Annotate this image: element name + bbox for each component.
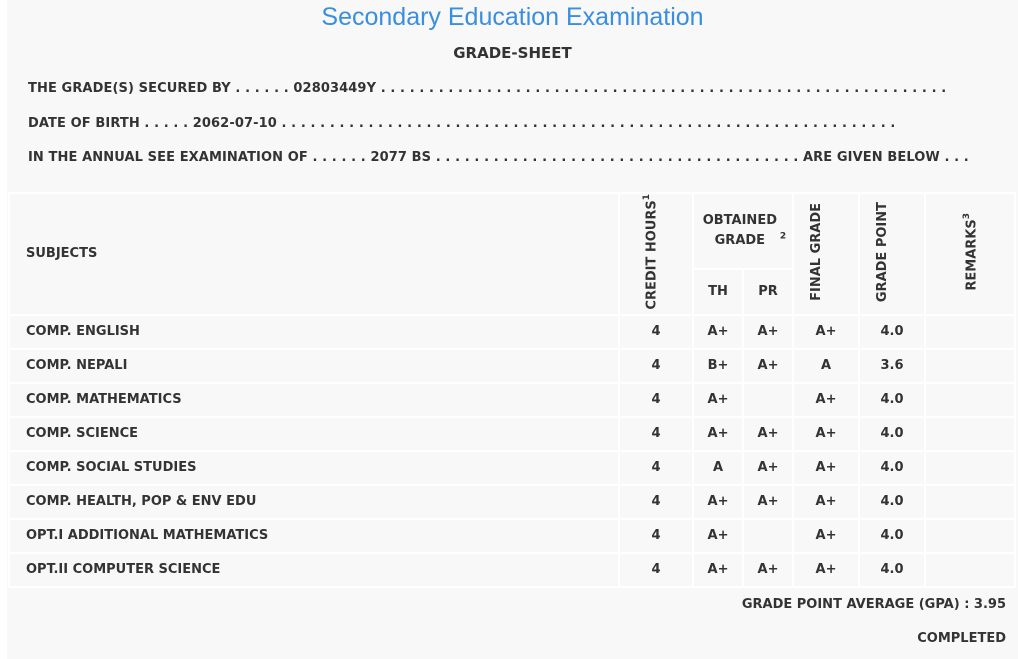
pr-grade-cell: A+ [742, 551, 794, 588]
subject-cell: COMP. MATHEMATICS [8, 381, 620, 418]
exam-line: IN THE ANNUAL SEE EXAMINATION OF . . . .… [28, 150, 969, 165]
grade-point-cell: 4.0 [858, 551, 926, 588]
grades-table: SUBJECTS CREDIT HOURS1 OBTAINED GRADE 2 F… [8, 192, 1016, 588]
gpa-summary: GRADE POINT AVERAGE (GPA) : 3.95 [741, 597, 1006, 612]
final-grade-cell: A+ [792, 517, 860, 554]
credit-cell: 4 [618, 483, 694, 520]
subject-cell: COMP. SCIENCE [8, 415, 620, 452]
grade-point-cell: 4.0 [858, 313, 926, 350]
th-grade-cell: A+ [692, 517, 744, 554]
header-credit-hours: CREDIT HOURS1 [618, 192, 694, 316]
table-row: COMP. NEPALI 4 B+ A+ A 3.6 [8, 347, 1016, 384]
final-grade-cell: A+ [792, 483, 860, 520]
credit-cell: 4 [618, 347, 694, 384]
header-pr: PR [742, 267, 794, 316]
table-row: OPT.I ADDITIONAL MATHEMATICS 4 A+ A+ 4.0 [8, 517, 1016, 554]
subject-cell: COMP. HEALTH, POP & ENV EDU [8, 483, 620, 520]
remarks-cell [924, 313, 1016, 350]
pr-grade-cell [742, 381, 794, 418]
remarks-cell [924, 551, 1016, 588]
remarks-cell [924, 347, 1016, 384]
final-grade-cell: A+ [792, 449, 860, 486]
th-grade-cell: A [692, 449, 744, 486]
th-grade-cell: A+ [692, 551, 744, 588]
th-grade-cell: B+ [692, 347, 744, 384]
grade-point-cell: 4.0 [858, 483, 926, 520]
credit-cell: 4 [618, 381, 694, 418]
final-grade-cell: A+ [792, 551, 860, 588]
credit-cell: 4 [618, 415, 694, 452]
subject-cell: COMP. ENGLISH [8, 313, 620, 350]
table-row: COMP. SCIENCE 4 A+ A+ A+ 4.0 [8, 415, 1016, 452]
final-grade-cell: A+ [792, 313, 860, 350]
grade-point-cell: 4.0 [858, 381, 926, 418]
final-grade-cell: A+ [792, 415, 860, 452]
grade-point-cell: 4.0 [858, 449, 926, 486]
secured-by-line: THE GRADE(S) SECURED BY . . . . . . 0280… [28, 81, 947, 96]
table-row: OPT.II COMPUTER SCIENCE 4 A+ A+ A+ 4.0 [8, 551, 1016, 588]
table-row: COMP. ENGLISH 4 A+ A+ A+ 4.0 [8, 313, 1016, 350]
header-obtained-grade: OBTAINED GRADE 2 [692, 192, 794, 270]
header-final-grade: FINAL GRADE [792, 192, 860, 316]
th-grade-cell: A+ [692, 381, 744, 418]
credit-cell: 4 [618, 551, 694, 588]
credit-cell: 4 [618, 313, 694, 350]
table-row: COMP. SOCIAL STUDIES 4 A A+ A+ 4.0 [8, 449, 1016, 486]
subject-cell: COMP. NEPALI [8, 347, 620, 384]
subject-cell: COMP. SOCIAL STUDIES [8, 449, 620, 486]
th-grade-cell: A+ [692, 483, 744, 520]
page-subtitle: GRADE-SHEET [453, 44, 572, 62]
final-grade-cell: A [792, 347, 860, 384]
dob-line: DATE OF BIRTH . . . . . 2062-07-10 . . .… [28, 116, 896, 131]
remarks-cell [924, 483, 1016, 520]
remarks-cell [924, 415, 1016, 452]
result-status: COMPLETED [917, 631, 1006, 646]
header-subjects: SUBJECTS [8, 192, 620, 316]
remarks-cell [924, 449, 1016, 486]
grade-sheet: Secondary Education Examination GRADE-SH… [7, 0, 1018, 659]
pr-grade-cell [742, 517, 794, 554]
pr-grade-cell: A+ [742, 347, 794, 384]
th-grade-cell: A+ [692, 313, 744, 350]
remarks-cell [924, 381, 1016, 418]
header-remarks: REMARKS3 [924, 192, 1016, 316]
pr-grade-cell: A+ [742, 483, 794, 520]
subject-cell: OPT.I ADDITIONAL MATHEMATICS [8, 517, 620, 554]
grade-point-cell: 4.0 [858, 415, 926, 452]
subject-cell: OPT.II COMPUTER SCIENCE [8, 551, 620, 588]
credit-cell: 4 [618, 449, 694, 486]
grade-point-cell: 4.0 [858, 517, 926, 554]
header-grade-point: GRADE POINT [858, 192, 926, 316]
remarks-cell [924, 517, 1016, 554]
final-grade-cell: A+ [792, 381, 860, 418]
th-grade-cell: A+ [692, 415, 744, 452]
grade-point-cell: 3.6 [858, 347, 926, 384]
credit-cell: 4 [618, 517, 694, 554]
page-title: Secondary Education Examination [321, 3, 704, 31]
pr-grade-cell: A+ [742, 313, 794, 350]
table-row: COMP. MATHEMATICS 4 A+ A+ 4.0 [8, 381, 1016, 418]
pr-grade-cell: A+ [742, 449, 794, 486]
table-row: COMP. HEALTH, POP & ENV EDU 4 A+ A+ A+ 4.0 [8, 483, 1016, 520]
pr-grade-cell: A+ [742, 415, 794, 452]
header-th: TH [692, 267, 744, 316]
